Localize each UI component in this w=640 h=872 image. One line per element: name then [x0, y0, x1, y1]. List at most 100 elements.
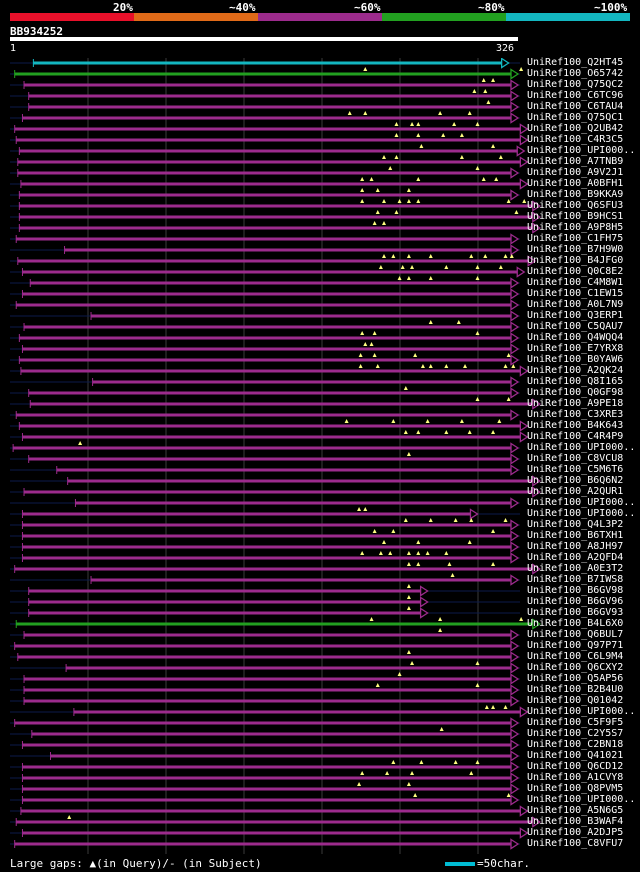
hit-label[interactable]: UniRef100_Q41021	[527, 750, 624, 761]
hit-label[interactable]: UniRef100_E7YRX8	[527, 343, 624, 354]
hit-track[interactable]	[10, 397, 542, 410]
hit-label[interactable]: UniRef100_A5N6G5	[527, 805, 624, 816]
hit-track[interactable]	[10, 573, 520, 586]
hit-label[interactable]: UniRef100_B9KKA9	[527, 189, 624, 200]
hit-label[interactable]: UniRef100_UPI000..	[527, 497, 636, 508]
hit-track[interactable]	[10, 89, 520, 102]
hit-track[interactable]	[10, 122, 529, 135]
hit-track[interactable]	[10, 486, 542, 498]
hit-label[interactable]: UniRef100_Q75QC2	[527, 79, 624, 90]
hit-track[interactable]	[10, 650, 520, 663]
hit-track[interactable]	[10, 409, 520, 421]
hit-track[interactable]	[10, 595, 520, 608]
hit-label[interactable]: UniRef100_A2QUR1	[527, 486, 624, 497]
hit-track[interactable]	[10, 771, 520, 784]
hit-label[interactable]: UniRef100_B6GV96	[527, 596, 624, 607]
hit-track[interactable]	[10, 188, 520, 201]
hit-track[interactable]	[10, 244, 520, 256]
hit-label[interactable]: UniRef100_C8VFU7	[527, 838, 624, 849]
hit-label[interactable]: UniRef100_A1CVY8	[527, 772, 624, 783]
hit-track[interactable]	[10, 815, 542, 828]
hit-label[interactable]: UniRef100_UPI000..	[527, 706, 636, 717]
hit-track[interactable]	[10, 750, 520, 762]
hit-track[interactable]	[10, 562, 542, 575]
hit-track[interactable]	[10, 827, 529, 839]
hit-label[interactable]: UniRef100_A8JH97	[527, 541, 624, 552]
hit-track[interactable]	[10, 584, 520, 597]
hit-label[interactable]: UniRef100_UPI000..	[527, 442, 636, 453]
hit-track[interactable]	[10, 441, 520, 454]
hit-label[interactable]: UniRef100_O65742	[527, 68, 624, 79]
hit-track[interactable]	[10, 628, 520, 641]
hit-track[interactable]	[10, 342, 520, 355]
hit-label[interactable]: UniRef100_Q6CD12	[527, 761, 624, 772]
hit-label[interactable]: UniRef100_B6GV93	[527, 607, 624, 618]
hit-label[interactable]: UniRef100_A0BFH1	[527, 178, 624, 189]
hit-label[interactable]: UniRef100_B2B4U0	[527, 684, 624, 695]
hit-track[interactable]	[10, 739, 520, 751]
hit-track[interactable]	[10, 210, 542, 223]
hit-label[interactable]: UniRef100_A9V2J1	[527, 167, 624, 178]
hit-label[interactable]: UniRef100_Q0GF98	[527, 387, 624, 398]
hit-track[interactable]	[10, 838, 520, 850]
hit-track[interactable]	[10, 540, 520, 553]
hit-track[interactable]	[10, 661, 520, 674]
hit-label[interactable]: UniRef100_A7TNB9	[527, 156, 624, 167]
hit-track[interactable]	[10, 299, 520, 311]
hit-label[interactable]: UniRef100_UPI000..	[527, 508, 636, 519]
hit-track[interactable]	[10, 353, 520, 366]
hit-track[interactable]	[10, 310, 520, 322]
hit-track[interactable]	[10, 793, 520, 806]
hit-track[interactable]	[10, 288, 520, 300]
hit-label[interactable]: UniRef100_Q2HT45	[527, 57, 624, 68]
hit-label[interactable]: UniRef100_C8VCU8	[527, 453, 624, 464]
hit-label[interactable]: UniRef100_B0YAW6	[527, 354, 624, 365]
hit-track[interactable]	[10, 276, 520, 289]
hit-track[interactable]	[10, 331, 520, 344]
hit-label[interactable]: UniRef100_B4JFG0	[527, 255, 624, 266]
hit-label[interactable]: UniRef100_Q97P71	[527, 640, 624, 651]
hit-track[interactable]	[10, 805, 529, 817]
hit-label[interactable]: UniRef100_A2QFD4	[527, 552, 624, 563]
hit-track[interactable]	[10, 364, 529, 377]
hit-track[interactable]	[10, 705, 529, 718]
hit-track[interactable]	[10, 672, 520, 685]
hit-label[interactable]: UniRef100_C5F9F5	[527, 717, 624, 728]
hit-track[interactable]	[10, 199, 542, 212]
hit-label[interactable]: UniRef100_Q6CXY2	[527, 662, 624, 673]
hit-label[interactable]: UniRef100_Q75QC1	[527, 112, 624, 123]
hit-label[interactable]: UniRef100_C4R3C5	[527, 134, 624, 145]
hit-track[interactable]	[10, 640, 520, 652]
hit-track[interactable]	[10, 695, 520, 707]
hit-label[interactable]: UniRef100_B4L6X0	[527, 618, 624, 629]
hit-label[interactable]: UniRef100_C4R4P9	[527, 431, 624, 442]
hit-track[interactable]	[10, 265, 526, 278]
hit-label[interactable]: UniRef100_B3WAF4	[527, 816, 624, 827]
hit-track[interactable]	[10, 518, 520, 531]
hit-label[interactable]: UniRef100_C1EW15	[527, 288, 624, 299]
hit-label[interactable]: UniRef100_Q4L3P2	[527, 519, 624, 530]
hit-label[interactable]: UniRef100_Q6SFU3	[527, 200, 624, 211]
hit-track[interactable]	[10, 78, 520, 91]
hit-label[interactable]: UniRef100_A9PE18	[527, 398, 624, 409]
hit-label[interactable]: UniRef100_B7H9W0	[527, 244, 624, 255]
hit-label[interactable]: UniRef100_A0L7N9	[527, 299, 624, 310]
hit-track[interactable]	[10, 155, 529, 168]
hit-label[interactable]: UniRef100_C1FH75	[527, 233, 624, 244]
hit-track[interactable]	[10, 67, 524, 80]
hit-label[interactable]: UniRef100_Q6BUL7	[527, 629, 624, 640]
hit-label[interactable]: UniRef100_Q01042	[527, 695, 624, 706]
hit-track[interactable]	[10, 430, 529, 443]
hit-track[interactable]	[10, 464, 520, 476]
hit-label[interactable]: UniRef100_B6Q6N2	[527, 475, 624, 486]
hit-track[interactable]	[10, 320, 520, 333]
hit-track[interactable]	[10, 529, 520, 542]
hit-track[interactable]	[10, 683, 520, 696]
hit-label[interactable]: UniRef100_Q5AP56	[527, 673, 624, 684]
hit-track[interactable]	[10, 760, 520, 773]
hit-track[interactable]	[10, 111, 520, 124]
hit-label[interactable]: UniRef100_A2QK24	[527, 365, 624, 376]
hit-label[interactable]: UniRef100_Q3ERP1	[527, 310, 624, 321]
hit-label[interactable]: UniRef100_B9HCS1	[527, 211, 624, 222]
hit-track[interactable]	[10, 419, 529, 432]
